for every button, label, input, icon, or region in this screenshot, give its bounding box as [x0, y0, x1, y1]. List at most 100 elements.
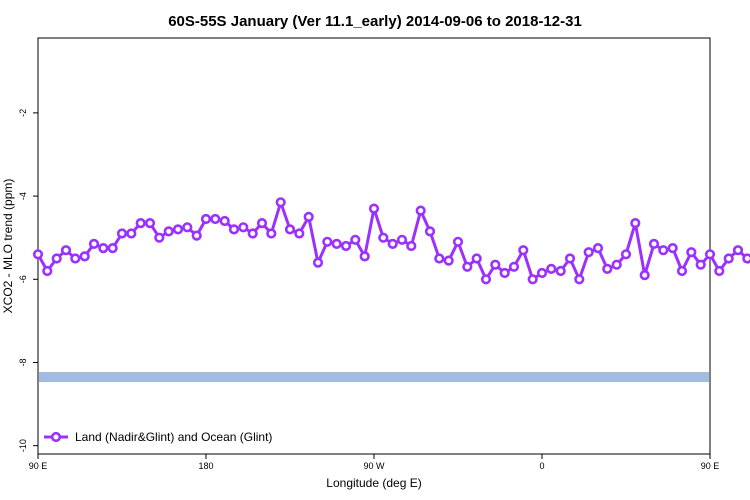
- y-axis-label: XCO2 - MLO trend (ppm): [1, 179, 15, 314]
- data-point: [350, 234, 361, 245]
- series-layer: [32, 197, 750, 285]
- data-point: [452, 236, 464, 247]
- data-point: [714, 265, 725, 277]
- data-point: [368, 203, 380, 214]
- data-point: [406, 240, 417, 252]
- data-point: [210, 213, 221, 225]
- y-tick-label: -4: [18, 192, 28, 200]
- data-point: [480, 274, 492, 285]
- data-point: [266, 228, 277, 239]
- data-point: [723, 253, 734, 264]
- plot-area: [37, 37, 711, 455]
- data-point: [88, 238, 100, 249]
- data-point: [60, 245, 72, 256]
- data-point: [191, 230, 202, 241]
- data-point: [620, 249, 632, 260]
- data-point: [658, 245, 669, 256]
- x-tick-label: 90 W: [363, 461, 385, 471]
- data-point: [387, 238, 398, 249]
- data-point: [228, 224, 240, 235]
- data-point: [639, 270, 650, 281]
- data-point: [499, 267, 510, 279]
- data-point: [331, 238, 342, 249]
- x-tick-label: 90 E: [29, 461, 48, 471]
- data-point: [490, 259, 501, 270]
- data-point: [284, 224, 296, 235]
- legend: Land (Nadir&Glint) and Ocean (Glint): [44, 430, 272, 444]
- data-point: [70, 253, 81, 264]
- data-point: [135, 218, 146, 229]
- data-point: [182, 222, 193, 233]
- data-point: [695, 259, 706, 270]
- data-point: [32, 249, 44, 260]
- data-point: [574, 274, 585, 285]
- y-tick-label: -10: [18, 439, 28, 452]
- data-point: [415, 205, 426, 216]
- y-axis-ticks: -2 -4 -6 -8 -10: [18, 109, 38, 452]
- data-point: [424, 226, 436, 237]
- data-point: [676, 265, 688, 277]
- band-layer: [39, 372, 709, 383]
- x-axis-ticks: 90 E 180 90 W 0 90 E: [29, 454, 720, 471]
- x-tick-label: 0: [539, 461, 544, 471]
- data-point: [107, 243, 118, 254]
- data-point: [154, 232, 165, 243]
- data-point: [98, 243, 109, 254]
- data-point: [471, 253, 482, 264]
- data-point: [508, 261, 520, 272]
- data-point: [312, 257, 324, 268]
- data-point: [144, 218, 156, 229]
- data-point: [555, 265, 566, 277]
- data-point: [256, 218, 268, 229]
- reference-band: [39, 372, 709, 383]
- chart-title: 60S-55S January (Ver 11.1_early) 2014-09…: [168, 13, 582, 30]
- data-point: [79, 251, 90, 262]
- data-point: [247, 228, 258, 239]
- legend-label: Land (Nadir&Glint) and Ocean (Glint): [75, 430, 272, 444]
- data-point: [434, 253, 445, 264]
- x-tick-label: 90 E: [701, 461, 720, 471]
- data-point: [611, 259, 622, 270]
- y-tick-label: -8: [18, 358, 28, 366]
- legend-marker: [50, 431, 62, 443]
- data-point: [322, 236, 333, 247]
- data-point: [116, 228, 128, 239]
- y-tick-label: -6: [18, 275, 28, 283]
- x-axis-label: Longitude (deg E): [326, 476, 421, 490]
- data-point: [686, 247, 697, 258]
- data-point: [303, 211, 314, 222]
- data-point: [732, 245, 744, 256]
- data-point: [42, 265, 53, 277]
- data-point: [378, 232, 389, 243]
- data-point: [667, 243, 678, 254]
- data-point: [275, 197, 286, 208]
- data-point: [630, 218, 641, 229]
- data-point: [294, 228, 305, 239]
- data-point: [583, 247, 594, 258]
- data-point: [518, 245, 529, 256]
- data-point: [51, 253, 62, 264]
- data-point: [443, 255, 454, 266]
- data-point: [564, 253, 576, 264]
- data-point: [704, 249, 716, 260]
- y-tick-label: -2: [18, 109, 28, 117]
- data-point: [126, 228, 137, 239]
- data-point: [742, 253, 750, 264]
- data-point: [536, 267, 548, 279]
- data-point: [602, 263, 613, 275]
- data-point: [527, 274, 538, 285]
- data-point: [340, 240, 352, 252]
- data-point: [592, 243, 604, 254]
- data-point: [396, 234, 408, 245]
- data-point: [219, 215, 230, 227]
- data-point: [648, 238, 660, 249]
- data-point: [172, 224, 184, 235]
- data-point: [200, 213, 212, 225]
- data-point: [163, 226, 174, 237]
- data-point: [238, 222, 249, 233]
- data-point: [359, 251, 370, 262]
- x-tick-label: 180: [198, 461, 213, 471]
- data-point: [546, 263, 557, 275]
- data-point: [462, 261, 473, 272]
